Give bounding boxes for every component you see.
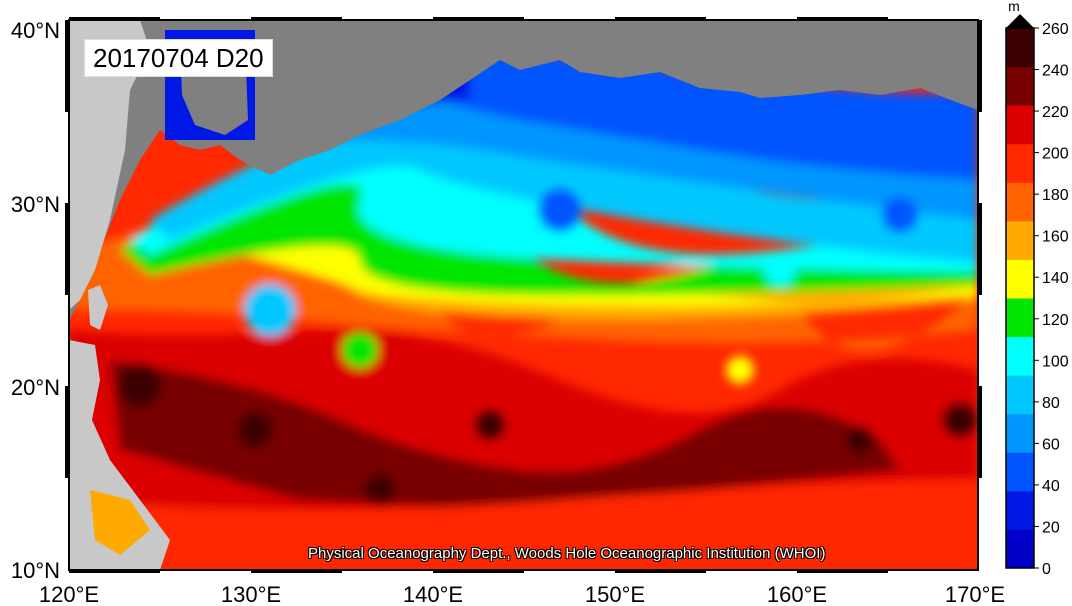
eddy-1 [244,284,296,336]
y-tick-label: 40°N [11,18,60,43]
colorbar-tick-label: 60 [1042,436,1060,453]
land-japan-korea-north [69,20,978,320]
colorbar-swatch [1006,66,1034,106]
colorbar-swatch [1006,28,1034,68]
credit-text: Physical Oceanography Dept., Woods Hole … [308,545,826,562]
map-title: 20170704 D20 [84,39,273,77]
x-tick-label: 120°E [39,582,99,606]
colorbar-tick-label: 200 [1042,146,1069,163]
colorbar-tick-label: 160 [1042,229,1069,246]
eddy-12 [538,188,582,232]
colorbar-tick-label: 240 [1042,63,1069,80]
x-axis-ticks: 120°E 130°E 140°E 150°E 160°E 170°E [39,582,1005,606]
colorbar-top-arrow [1006,14,1034,28]
colorbar-swatch [1006,298,1034,338]
x-tick-label: 130°E [221,582,281,606]
x-tick-label: 160°E [767,582,827,606]
colorbar-swatch [1006,336,1034,376]
colorbar-tick-label: 120 [1042,312,1069,329]
x-tick-label: 170°E [945,582,1005,606]
band-red-south [69,480,978,570]
y-tick-label: 30°N [11,192,60,217]
colorbar: m 0 20 40 60 80 100 120 140 160 180 200 220 240 260 [1005,0,1069,578]
colorbar-swatch [1006,452,1034,492]
colorbar-swatch [1006,105,1034,145]
frame-checker-right [978,20,982,478]
band-blue [420,40,978,180]
eddy-8 [846,426,874,454]
frame-checker-bottom [69,569,888,573]
colorbar-tick-labels: 0 20 40 60 80 100 120 140 160 180 200 220 240 260 [1034,21,1069,578]
eddy-6 [726,356,754,384]
eddy-11 [882,197,918,233]
colorbar-tick-label: 220 [1042,104,1069,121]
frame-checker-top [69,17,888,21]
colorbar-swatches [1006,28,1034,569]
y-axis-ticks: 10°N 20°N 30°N 40°N [11,18,60,583]
eddy-3 [118,363,162,407]
x-tick-label: 140°E [403,582,463,606]
eddy-4 [237,412,273,448]
colorbar-tick-label: 100 [1042,353,1069,370]
eddy-7 [942,402,978,438]
colorbar-tick-label: 260 [1042,21,1069,38]
colorbar-tick-label: 0 [1042,561,1051,578]
eddy-9 [364,474,396,506]
colorbar-tick-label: 140 [1042,270,1069,287]
land-taiwan [88,285,108,330]
colorbar-swatch [1006,490,1034,530]
colorbar-swatch [1006,143,1034,183]
map-frame [65,17,982,573]
colorbar-tick-label: 20 [1042,519,1060,536]
map-panel [69,20,978,570]
eddy-2 [342,332,378,368]
eddy-10 [764,254,796,286]
colorbar-swatch [1006,182,1034,222]
colorbar-swatch [1006,529,1034,569]
y-tick-label: 10°N [11,558,60,583]
colorbar-tick-label: 180 [1042,187,1069,204]
colorbar-swatch [1006,375,1034,415]
y-tick-label: 20°N [11,375,60,400]
colorbar-tick-label: 80 [1042,395,1060,412]
band-light-blue [150,104,978,263]
colorbar-swatch [1006,259,1034,299]
band-yellow [230,242,978,307]
colorbar-swatch [1006,220,1034,260]
eddy-5 [474,409,506,441]
x-tick-label: 150°E [585,582,645,606]
frame-checker-left [65,20,69,478]
colorbar-unit: m [1008,0,1020,14]
colorbar-swatch [1006,413,1034,453]
land-china-coast [69,20,150,310]
colorbar-tick-label: 40 [1042,478,1060,495]
land-philippines-islands [90,490,150,555]
band-dark-red [110,360,900,510]
